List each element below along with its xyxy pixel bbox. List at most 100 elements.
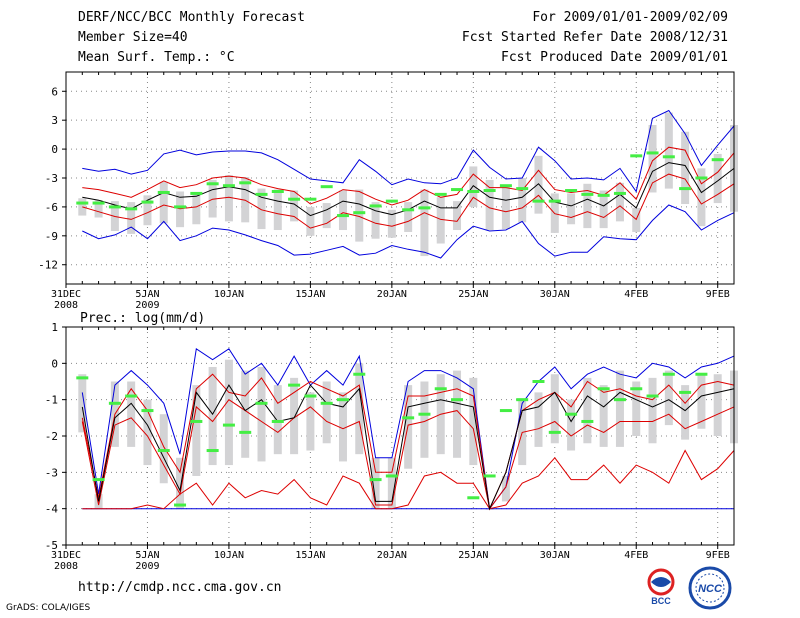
spread-box-temp [322, 203, 331, 229]
observed-marker-prec [206, 449, 219, 453]
lower-spread-line-temp [82, 173, 735, 229]
header-right: For 2009/01/01-2009/02/09 Fcst Started Re… [462, 8, 728, 68]
header-left: DERF/NCC/BCC Monthly Forecast Member Size… [78, 8, 305, 68]
spread-box-temp [143, 195, 152, 226]
forecast-title: DERF/NCC/BCC Monthly Forecast [78, 10, 305, 25]
observed-marker-prec [532, 380, 545, 383]
spread-box-prec [208, 366, 217, 466]
observed-marker-temp [402, 208, 415, 212]
spread-box-prec [599, 385, 608, 447]
observed-marker-prec [499, 409, 512, 413]
spread-box-temp [420, 189, 429, 257]
spread-box-prec [338, 392, 347, 462]
spread-box-temp [534, 155, 543, 214]
spread-box-prec [453, 370, 462, 458]
spread-box-temp [290, 190, 299, 222]
spread-box-temp [615, 182, 624, 222]
x-year-label-temp: 2009 [135, 300, 159, 311]
x-tick-label-temp: 9FEB [706, 289, 730, 300]
observed-marker-prec [288, 383, 301, 387]
spread-box-temp [371, 202, 380, 239]
spread-box-temp [355, 189, 364, 242]
observed-marker-prec [304, 394, 317, 398]
observed-marker-temp [434, 192, 447, 196]
y-tick-label-prec: -3 [45, 466, 58, 479]
observed-marker-prec [402, 416, 415, 420]
spread-box-temp [257, 188, 266, 230]
observed-marker-prec [483, 474, 496, 478]
y-tick-label-prec: -1 [45, 394, 58, 407]
temp-panel-title: Mean Surf. Temp.: °C [78, 50, 235, 65]
y-tick-label-temp: 3 [51, 114, 58, 127]
y-tick-label-prec: 0 [51, 357, 58, 370]
observed-marker-prec [157, 449, 170, 453]
spread-box-temp [306, 206, 315, 236]
x-tick-label-prec: 25JAN [458, 550, 488, 561]
observed-marker-temp [92, 201, 105, 205]
observed-marker-temp [125, 207, 138, 211]
spread-box-temp [599, 190, 608, 229]
observed-marker-temp [516, 187, 529, 191]
y-tick-label-prec: 1 [51, 321, 58, 334]
y-tick-label-temp: -6 [45, 201, 58, 214]
lower-spread2-line-prec [82, 449, 735, 510]
spread-box-prec [241, 370, 250, 458]
spread-box-temp [94, 200, 103, 218]
spread-box-temp [648, 125, 657, 193]
spread-box-prec [257, 366, 266, 462]
observed-marker-temp [597, 193, 610, 197]
spread-box-prec [648, 377, 657, 444]
spread-box-temp [78, 198, 87, 216]
produced-date: Fcst Produced Date 2009/01/01 [501, 50, 728, 65]
observed-marker-prec [385, 474, 398, 478]
spread-box-prec [176, 457, 185, 509]
x-tick-label-prec: 5JAN [135, 550, 159, 561]
observed-marker-prec [92, 478, 105, 482]
observed-marker-prec [548, 430, 561, 434]
x-tick-label-temp: 25JAN [458, 289, 488, 300]
spread-box-prec [371, 457, 380, 509]
spread-box-prec [501, 475, 510, 502]
member-size: Member Size=40 [78, 30, 188, 45]
x-tick-label-prec: 30JAN [540, 550, 570, 561]
x-tick-label-prec: 15JAN [295, 550, 325, 561]
observed-marker-prec [451, 398, 464, 402]
grads-credit: GrADS: COLA/IGES [6, 603, 91, 613]
observed-marker-temp [239, 181, 252, 185]
spread-box-prec [664, 370, 673, 426]
ncc-logo-text: NCC [698, 583, 723, 595]
observed-marker-prec [255, 401, 268, 405]
spread-box-temp [127, 202, 136, 234]
observed-marker-temp [369, 204, 382, 208]
y-tick-label-prec: -2 [45, 430, 58, 443]
observed-marker-temp [336, 214, 349, 218]
spread-box-temp [485, 179, 494, 231]
x-tick-label-temp: 5JAN [135, 289, 159, 300]
spread-box-temp [387, 209, 396, 238]
spread-box-temp [583, 183, 592, 229]
spread-box-temp [338, 190, 347, 231]
bcc-logo-text: BCC [651, 596, 671, 606]
observed-marker-temp [613, 191, 626, 195]
lower-outer-line-temp [82, 204, 735, 259]
spread-box-temp [713, 153, 722, 204]
x-year-label-prec: 2008 [54, 561, 78, 572]
source-url[interactable]: http://cmdp.ncc.cma.gov.cn [78, 580, 282, 595]
spread-box-prec [273, 385, 282, 455]
observed-marker-prec [174, 503, 187, 507]
spread-box-temp [273, 189, 282, 231]
spread-box-prec [697, 374, 706, 429]
ncc-logo: NCC [688, 566, 732, 610]
observed-marker-temp [581, 192, 594, 196]
x-tick-label-temp: 15JAN [295, 289, 325, 300]
observed-marker-temp [222, 184, 235, 188]
observed-marker-prec [597, 387, 610, 391]
observed-marker-temp [320, 185, 333, 189]
y-tick-label-temp: -3 [45, 172, 58, 185]
observed-marker-temp [499, 184, 512, 188]
spread-box-temp [567, 193, 576, 225]
x-tick-label-prec: 9FEB [706, 550, 730, 561]
spread-box-prec [127, 381, 136, 447]
